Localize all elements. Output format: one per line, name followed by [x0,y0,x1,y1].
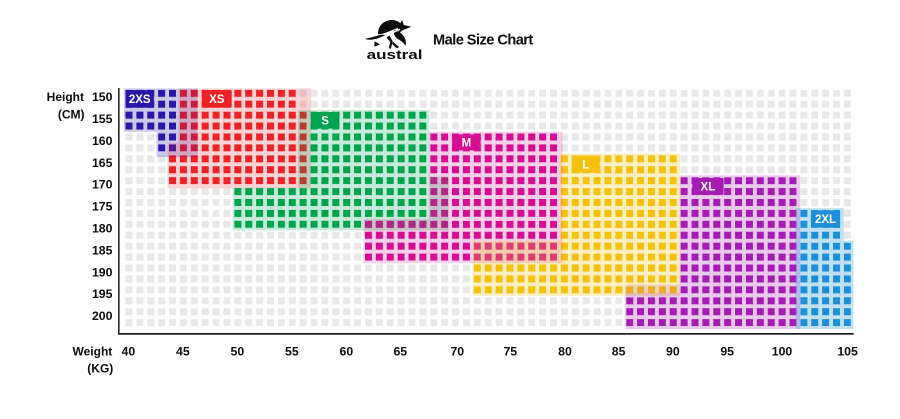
svg-text:S: S [321,116,329,128]
svg-text:austral: austral [367,48,423,62]
svg-text:(CM): (CM) [58,107,85,121]
svg-text:195: 195 [92,287,113,301]
svg-text:(KG): (KG) [87,362,113,376]
svg-text:175: 175 [92,200,113,214]
svg-text:180: 180 [92,222,113,236]
svg-text:2XS: 2XS [129,94,151,106]
svg-text:40: 40 [122,344,136,358]
svg-text:2XL: 2XL [815,214,836,226]
svg-text:55: 55 [285,344,299,358]
svg-text:XS: XS [209,94,225,106]
svg-text:185: 185 [92,243,113,257]
svg-text:70: 70 [450,344,464,358]
svg-text:90: 90 [666,344,680,358]
svg-text:100: 100 [772,344,793,358]
svg-text:80: 80 [558,344,572,358]
svg-text:165: 165 [92,156,113,170]
svg-text:Male Size Chart: Male Size Chart [433,33,533,49]
svg-text:95: 95 [720,344,734,358]
svg-text:Height: Height [47,90,84,104]
svg-text:Weight: Weight [73,344,113,358]
svg-text:150: 150 [92,90,113,104]
svg-text:50: 50 [231,344,245,358]
svg-text:L: L [582,159,589,171]
svg-text:200: 200 [92,309,113,323]
svg-text:60: 60 [340,344,354,358]
svg-text:160: 160 [92,134,113,148]
svg-text:45: 45 [176,344,190,358]
svg-text:85: 85 [612,344,626,358]
svg-text:75: 75 [503,344,517,358]
svg-text:155: 155 [92,112,113,126]
svg-text:XL: XL [701,182,716,194]
svg-text:M: M [462,138,472,150]
svg-text:65: 65 [393,344,407,358]
svg-text:170: 170 [92,178,113,192]
svg-text:190: 190 [92,265,113,279]
svg-text:105: 105 [837,344,858,358]
